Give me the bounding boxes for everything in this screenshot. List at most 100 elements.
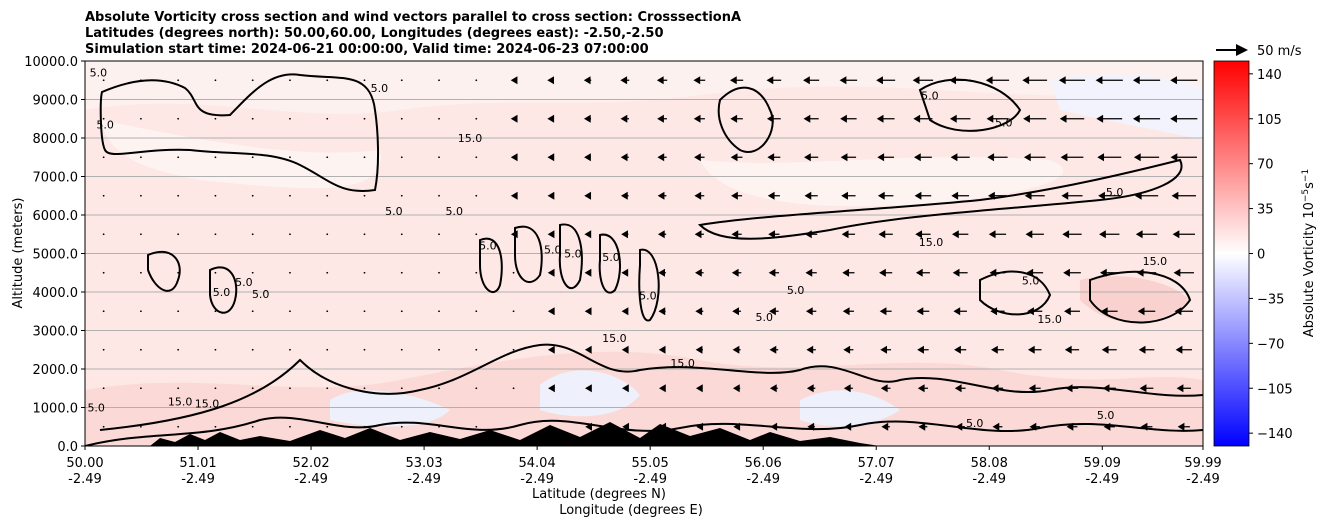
wind-vector-arrow bbox=[693, 114, 705, 123]
wind-vector-dot bbox=[438, 194, 440, 197]
wind-vector-arrow bbox=[766, 76, 782, 85]
wind-vector-dot bbox=[326, 425, 329, 428]
wind-vector-dot bbox=[102, 387, 105, 390]
colorbar-label: Absolute Vorticity 10−5s−1 bbox=[1301, 169, 1317, 337]
wind-vector-dot bbox=[177, 233, 180, 236]
wind-vector-arrow bbox=[767, 191, 780, 200]
contour-label: 5.0 bbox=[995, 116, 1013, 129]
colorbar bbox=[1213, 60, 1250, 447]
contour-label: 15.0 bbox=[670, 357, 695, 370]
wind-vector-dot bbox=[102, 117, 105, 120]
x-tick-label-lat: 51.01 bbox=[179, 456, 216, 471]
wind-vector-dot bbox=[512, 425, 515, 428]
wind-vector-arrow bbox=[767, 153, 781, 162]
wind-vector-arrow bbox=[1132, 114, 1161, 123]
wind-vector-dot bbox=[363, 271, 366, 274]
wind-vector-arrow bbox=[585, 384, 592, 393]
contour-label: 5.0 bbox=[87, 401, 105, 414]
contour-label: 5.0 bbox=[479, 240, 497, 253]
wind-vector-dot bbox=[438, 233, 440, 236]
wind-vector-dot bbox=[512, 348, 515, 351]
wind-vector-dot bbox=[438, 79, 440, 82]
wind-vector-arrow bbox=[1100, 307, 1118, 316]
wind-vector-arrow bbox=[1096, 114, 1123, 123]
wind-vector-arrow bbox=[733, 422, 741, 431]
wind-vector-arrow bbox=[988, 230, 1007, 239]
x-axis-label-line-1: Latitude (degrees N) bbox=[532, 487, 666, 502]
contour-label: 5.0 bbox=[446, 205, 464, 218]
wind-vector-dot bbox=[140, 156, 142, 159]
wind-vector-dot bbox=[475, 233, 478, 236]
wind-vector-dot bbox=[326, 310, 329, 313]
x-tick-label-lon: -2.49 bbox=[1186, 472, 1220, 487]
wind-vector-dot bbox=[326, 79, 329, 82]
wind-vector-arrow bbox=[732, 345, 741, 354]
wind-vector-dot bbox=[438, 387, 440, 390]
wind-vectors bbox=[102, 76, 1198, 431]
wind-vector-arrow bbox=[547, 153, 555, 162]
wind-vector-arrow bbox=[659, 422, 667, 431]
wind-vector-dot bbox=[326, 117, 329, 120]
wind-vector-arrow bbox=[584, 268, 592, 277]
wind-vector-dot bbox=[326, 387, 329, 390]
wind-vector-arrow bbox=[990, 307, 1005, 316]
wind-vector-arrow bbox=[807, 422, 815, 431]
wind-vector-dot bbox=[251, 156, 254, 159]
wind-vector-dot bbox=[251, 194, 254, 197]
x-tick-label-lon: -2.49 bbox=[1085, 472, 1119, 487]
wind-vector-arrow bbox=[547, 114, 555, 123]
wind-vector-dot bbox=[512, 271, 515, 274]
x-tick-label-lat: 52.02 bbox=[292, 456, 329, 471]
wind-vector-dot bbox=[363, 194, 366, 197]
wind-vector-arrow bbox=[658, 307, 666, 316]
wind-vector-dot bbox=[475, 194, 478, 197]
x-tick-label-lat: 59.09 bbox=[1084, 456, 1121, 471]
contour-label: 5.0 bbox=[1097, 409, 1115, 422]
contour-label: 5.0 bbox=[1022, 274, 1040, 287]
contour-label: 5.0 bbox=[602, 251, 620, 264]
wind-vector-arrow bbox=[657, 230, 667, 239]
wind-vector-dot bbox=[512, 387, 515, 390]
wind-vector-arrow bbox=[1066, 422, 1078, 431]
wind-vector-arrow bbox=[694, 153, 705, 162]
wind-vector-arrow bbox=[1099, 268, 1119, 277]
wind-vector-arrow bbox=[766, 114, 781, 123]
wind-vector-arrow bbox=[986, 114, 1009, 123]
wind-vector-arrow bbox=[768, 230, 780, 239]
wind-vector-arrow bbox=[1062, 230, 1082, 239]
contour-label: 5.0 bbox=[96, 118, 114, 131]
wind-vector-arrow bbox=[695, 268, 704, 277]
wind-vector-dot bbox=[177, 425, 180, 428]
wind-vector-arrow bbox=[843, 345, 854, 354]
contour-label: 5.0 bbox=[371, 82, 389, 95]
wind-vector-arrow bbox=[1138, 345, 1155, 354]
contour-label: 5.0 bbox=[564, 247, 582, 260]
wind-vector-dot bbox=[102, 348, 105, 351]
wind-vector-arrow bbox=[804, 230, 818, 239]
wind-vector-arrow bbox=[881, 422, 890, 431]
wind-vector-dot bbox=[289, 387, 291, 390]
wind-vector-arrow bbox=[657, 191, 667, 200]
wind-vector-arrow bbox=[1098, 191, 1121, 200]
colorbar-tick-label: −70 bbox=[1257, 337, 1284, 352]
wind-vector-arrow bbox=[620, 191, 629, 200]
wind-vector-dot bbox=[438, 156, 440, 159]
contour-labels: 5.05.05.05.05.05.05.0 5.05.0 5.0 5.0 5.05.05… bbox=[87, 66, 1167, 429]
wind-vector-dot bbox=[214, 79, 217, 82]
x-tick-label-lat: 59.99 bbox=[1184, 456, 1221, 471]
wind-vector-arrow bbox=[510, 153, 518, 162]
wind-vector-arrow bbox=[1099, 230, 1120, 239]
wind-vector-arrow bbox=[840, 153, 857, 162]
wind-vector-arrow bbox=[1132, 76, 1161, 85]
wind-vector-dot bbox=[438, 425, 440, 428]
wind-vector-dot bbox=[102, 271, 105, 274]
wind-vector-arrow bbox=[1023, 153, 1046, 162]
wind-vector-dot bbox=[289, 79, 291, 82]
wind-vector-dot bbox=[214, 425, 217, 428]
wind-vector-arrow bbox=[1134, 191, 1159, 200]
wind-vector-dot bbox=[289, 271, 291, 274]
wind-vector-arrow bbox=[842, 268, 855, 277]
wind-vector-arrow bbox=[1140, 422, 1153, 431]
wind-vector-arrow bbox=[769, 345, 779, 354]
wind-vector-dot bbox=[177, 117, 180, 120]
